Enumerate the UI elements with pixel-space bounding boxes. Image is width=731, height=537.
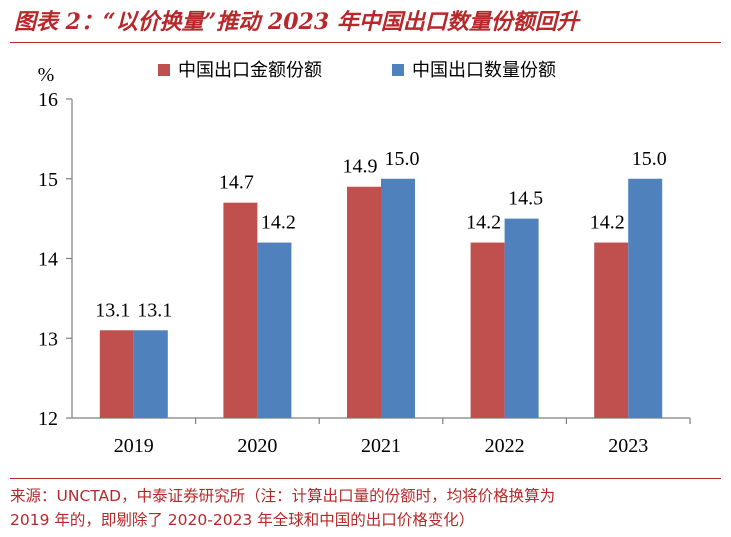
x-tick-label: 2022 [485, 435, 525, 457]
x-tick-label: 2021 [361, 435, 401, 457]
data-label: 13.1 [95, 299, 130, 321]
bar-chart: 12 13 14 15 16% 2019 13.1 13.1 2020 14.7 14.2 2021 1… [38, 60, 691, 457]
bar-volume-share [133, 330, 168, 418]
data-label: 15.0 [632, 148, 667, 170]
bar-volume-share [381, 178, 415, 418]
bar-volume-share [257, 242, 292, 418]
y-tick-label: 13 [38, 328, 58, 350]
data-label: 14.2 [590, 212, 625, 234]
y-tick-label: 15 [38, 169, 58, 191]
data-label: 14.9 [343, 156, 378, 178]
bar-value-share [223, 202, 258, 418]
y-tick-label: 16 [38, 89, 58, 111]
bar-value-share [347, 186, 381, 418]
data-label: 15.0 [385, 148, 420, 170]
x-tick-label: 2020 [237, 435, 277, 457]
source-line-1: 来源：UNCTAD，中泰证券研究所（注：计算出口量的份额时，均将价格换算为 [10, 487, 556, 505]
data-label: 14.7 [219, 172, 254, 194]
x-tick-label: 2023 [608, 435, 648, 457]
y-axis-unit: % [38, 64, 55, 86]
legend-swatch [392, 64, 404, 76]
y-tick-label: 14 [38, 249, 58, 271]
bar-value-share [470, 242, 505, 418]
title-rule [10, 42, 721, 43]
legend-swatch [158, 64, 170, 76]
legend-label: 中国出口数量份额 [412, 60, 556, 81]
y-tick-label: 12 [38, 408, 58, 430]
footer-rule [10, 478, 721, 479]
chart-title: 图表 2：“以价换量”推动 2023 年中国出口数量份额回升 [14, 9, 579, 35]
source-note: 来源：UNCTAD，中泰证券研究所（注：计算出口量的份额时，均将价格换算为 20… [10, 484, 722, 532]
data-label: 14.5 [508, 188, 543, 210]
x-tick-label: 2019 [114, 435, 154, 457]
data-label: 13.1 [137, 299, 172, 321]
source-line-2: 2019 年的，即剔除了 2020-2023 年全球和中国的出口价格变化） [10, 511, 475, 529]
bar-value-share [594, 242, 629, 418]
legend-label: 中国出口金额份额 [178, 60, 322, 81]
bar-volume-share [628, 178, 663, 418]
data-label: 14.2 [466, 212, 501, 234]
plot-area: 12 13 14 15 16% 2019 13.1 13.1 2020 14.7 14.2 2021 1… [38, 60, 691, 457]
bar-value-share [99, 330, 134, 418]
bar-volume-share [504, 218, 539, 418]
data-label: 14.2 [261, 212, 296, 234]
